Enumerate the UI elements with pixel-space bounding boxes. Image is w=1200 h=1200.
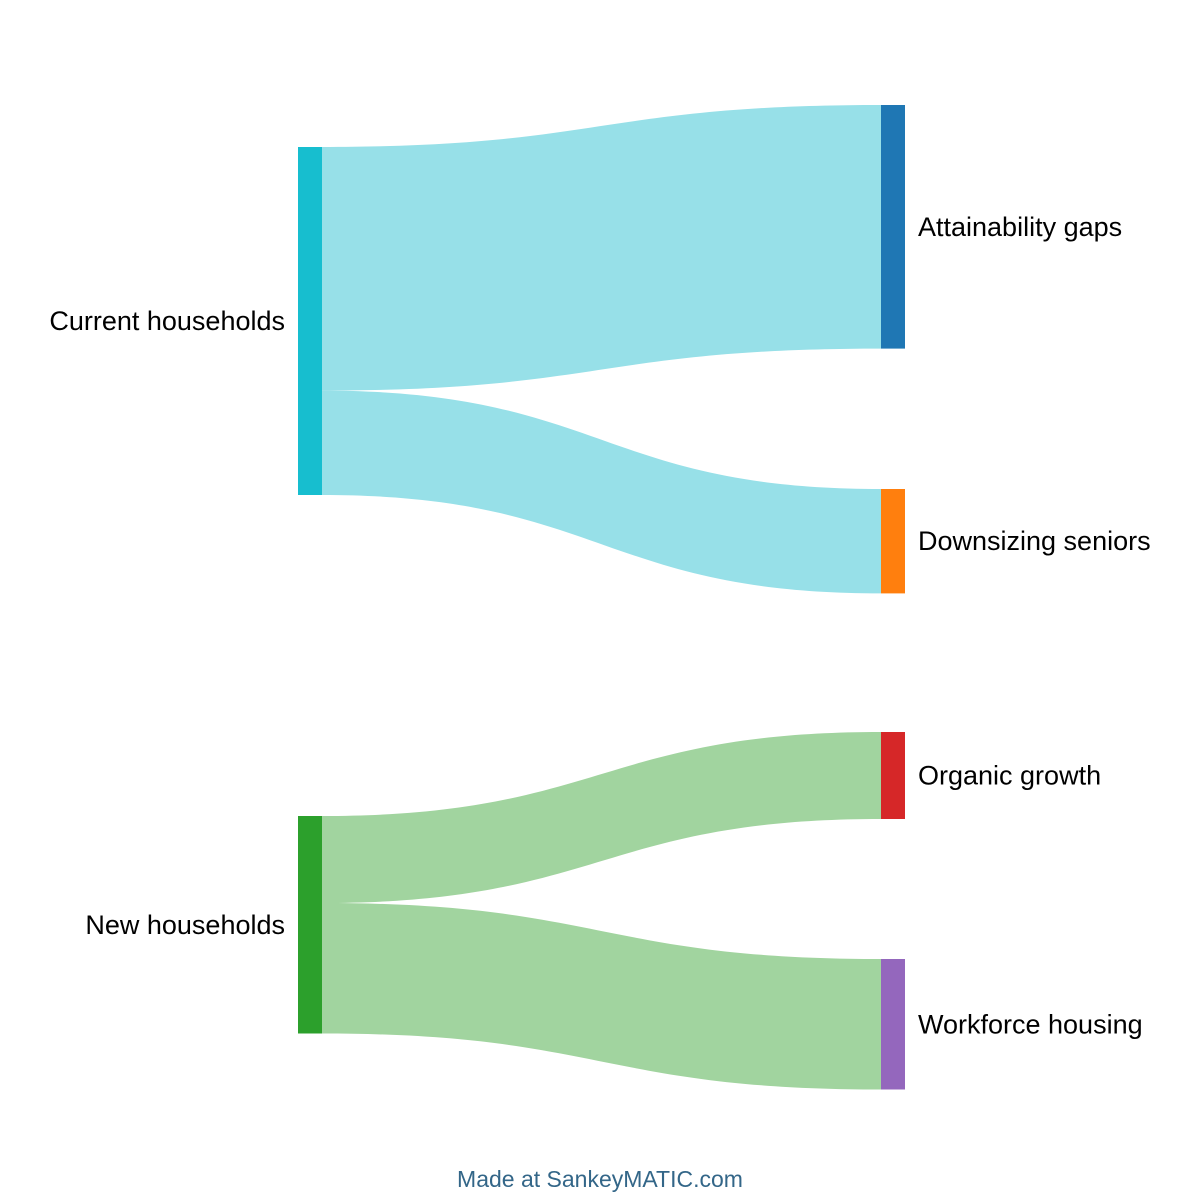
node-downsize [881, 489, 905, 594]
link-current-to-attain [322, 105, 881, 391]
node-new [298, 816, 322, 1034]
node-label-workforce: Workforce housing [918, 1009, 1143, 1039]
node-label-attain: Attainability gaps [918, 212, 1122, 242]
node-label-downsize: Downsizing seniors [918, 526, 1151, 556]
node-label-organic: Organic growth [918, 761, 1101, 791]
node-label-current: Current households [49, 306, 285, 336]
node-label-new: New households [85, 910, 285, 940]
labels-layer: Current households New households Attainab… [49, 212, 1150, 1039]
nodes-layer [298, 105, 905, 1090]
links-layer [322, 105, 881, 1090]
link-new-to-workforce [322, 903, 881, 1090]
link-new-to-organic [322, 732, 881, 903]
link-current-to-downsize [322, 390, 881, 594]
sankeymatic-credit-link[interactable]: Made at SankeyMATIC.com [457, 1166, 743, 1192]
node-current [298, 147, 322, 495]
node-workforce [881, 959, 905, 1090]
node-attain [881, 105, 905, 349]
node-organic [881, 732, 905, 819]
